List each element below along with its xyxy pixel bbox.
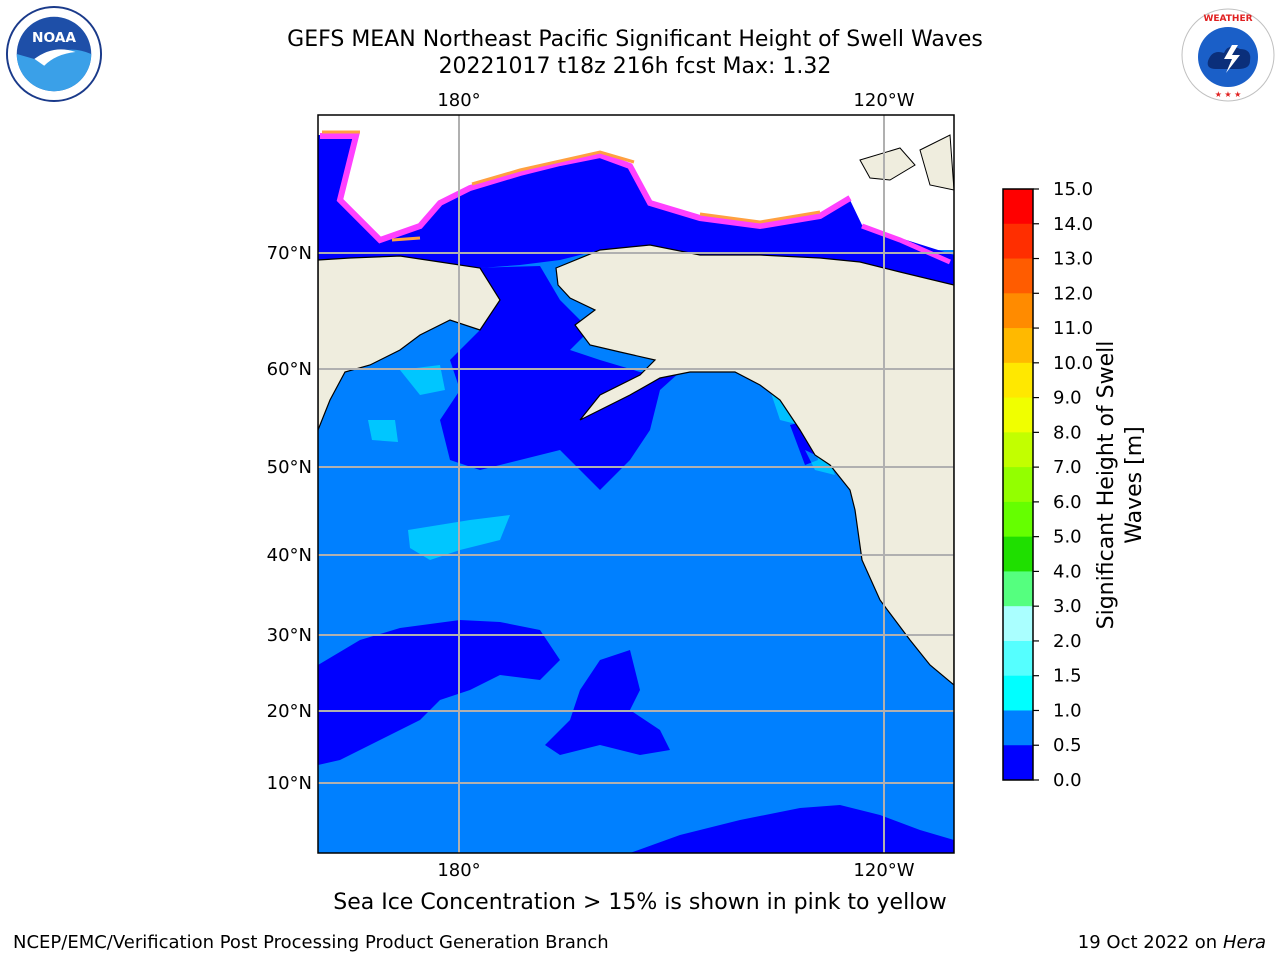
colorbar-tick-label: 1.5 (1053, 666, 1082, 687)
colorbar-tick-label: 14.0 (1053, 214, 1093, 235)
chart-subtitle: 20221017 t18z 216h fcst Max: 1.32 (438, 54, 832, 79)
land-alaska-canada (555, 244, 954, 686)
colorbar-frame (1002, 188, 1034, 781)
colorbar-tick-label: 15.0 (1053, 179, 1093, 200)
colorbar-block (1003, 501, 1033, 538)
colorbar-tick-label: 12.0 (1053, 283, 1093, 304)
colorbar-label-line1: Significant Height of Swell (1094, 341, 1119, 630)
lat-label-70n: 70°N (267, 243, 312, 264)
colorbar-tick-label: 10.0 (1053, 353, 1093, 374)
lat-label-10n: 10°N (267, 773, 312, 794)
colorbar-block (1003, 223, 1033, 260)
colorbar-block (1003, 606, 1033, 642)
footer-date-text: 19 Oct 2022 on (1077, 932, 1223, 953)
colorbar-tick-label: 9.0 (1053, 388, 1082, 409)
map-content (318, 115, 954, 853)
colorbar-ticks: 15.0 14.0 13.0 12.0 11.0 10.0 9.0 8.0 7.0 6.0 5.0 4… (1033, 179, 1093, 791)
colorbar-block (1003, 467, 1033, 503)
equatorial-low-swell-area (630, 805, 954, 853)
colorbar-block (1003, 640, 1033, 677)
noaa-logo-icon: NOAA (5, 5, 103, 103)
map-frame (317, 114, 955, 854)
footer-credit: NCEP/EMC/Verification Post Processing Pr… (13, 932, 609, 953)
swell-patch-2 (368, 420, 398, 442)
hawaii-low-swell-area (545, 650, 670, 755)
lon-label-bottom-120w: 120°W (853, 860, 914, 881)
lat-label-40n: 40°N (267, 545, 312, 566)
lat-label-50n: 50°N (267, 457, 312, 478)
footer-host: Hera (1222, 932, 1266, 953)
colorbar-tick-label: 8.0 (1053, 422, 1082, 443)
colorbar-block (1003, 397, 1033, 433)
colorbar-blocks (1003, 189, 1033, 781)
colorbar-tick-label: 2.0 (1053, 631, 1082, 652)
colorbar-tick-label: 13.0 (1053, 249, 1093, 270)
colorbar-block (1003, 571, 1033, 607)
sea-ice-caption: Sea Ice Concentration > 15% is shown in … (333, 890, 947, 915)
lat-label-60n: 60°N (267, 359, 312, 380)
colorbar-tick-label: 11.0 (1053, 318, 1093, 339)
footer-date: 19 Oct 2022 on Hera (1078, 932, 1266, 953)
svg-text:WEATHER: WEATHER (1203, 14, 1252, 24)
nws-logo-icon: WEATHER ★ ★ ★ (1181, 8, 1275, 102)
colorbar-tick-label: 5.0 (1053, 527, 1082, 548)
colorbar-tick-label: 0.0 (1053, 770, 1082, 791)
lon-label-top-120w: 120°W (853, 90, 914, 111)
graticule (318, 115, 954, 853)
colorbar-block (1003, 675, 1033, 711)
colorbar-block (1003, 710, 1033, 746)
bering-low-swell-area (440, 266, 680, 490)
lon-label-top-180: 180° (437, 90, 480, 111)
colorbar-tick-label: 6.0 (1053, 492, 1082, 513)
swell-patch-1 (400, 365, 445, 395)
svg-text:NOAA: NOAA (32, 30, 76, 46)
colorbar-block (1003, 432, 1033, 468)
lat-label-20n: 20°N (267, 701, 312, 722)
colorbar-block (1003, 745, 1033, 781)
chart-title: GEFS MEAN Northeast Pacific Significant … (287, 27, 983, 52)
colorbar-block (1003, 293, 1033, 329)
colorbar-block (1003, 362, 1033, 399)
colorbar-tick-label: 0.5 (1053, 735, 1082, 756)
lat-label-30n: 30°N (267, 625, 312, 646)
colorbar-tick-label: 7.0 (1053, 457, 1082, 478)
lon-label-bottom-180: 180° (437, 860, 480, 881)
colorbar-tick-label: 4.0 (1053, 561, 1082, 582)
colorbar-block (1003, 536, 1033, 572)
colorbar-block (1003, 189, 1033, 225)
colorbar-block (1003, 328, 1033, 364)
subtropical-low-swell-area (318, 620, 560, 765)
colorbar-label-line2: Waves [m] (1122, 426, 1147, 543)
sea-ice-fringe (320, 133, 852, 244)
land-siberia (318, 255, 501, 431)
colorbar-block (1003, 258, 1033, 294)
colorbar-tick-label: 3.0 (1053, 596, 1082, 617)
arctic-low-swell-area (318, 135, 954, 285)
svg-text:★ ★ ★: ★ ★ ★ (1215, 90, 1242, 99)
colorbar-tick-label: 1.0 (1053, 700, 1082, 721)
